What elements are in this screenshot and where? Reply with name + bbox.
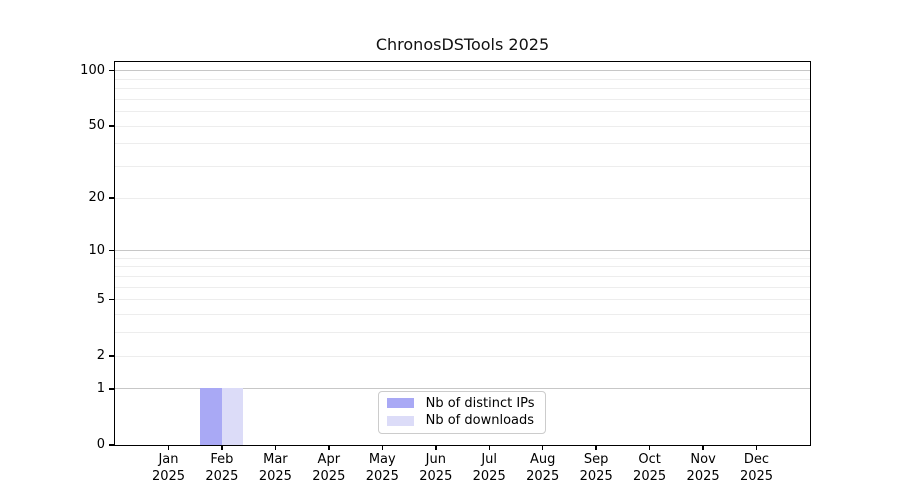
- bar-distinct-ips-feb: [200, 388, 222, 445]
- x-tick-label-dec: Dec 2025: [717, 452, 797, 485]
- x-label-year: 2025: [579, 468, 613, 484]
- gridline-100: [114, 70, 810, 72]
- y-tick-label-2: 2: [96, 347, 105, 363]
- x-tick-label-jan: Jan 2025: [129, 452, 209, 485]
- x-label-month: Aug: [529, 452, 556, 467]
- x-tick-label-jun: Jun 2025: [396, 452, 476, 485]
- x-label-year: 2025: [472, 468, 506, 484]
- gridline-4: [114, 314, 810, 315]
- y-tick-0: [109, 444, 114, 446]
- x-label-year: 2025: [419, 468, 453, 484]
- x-label-year: 2025: [526, 468, 560, 484]
- x-label-month: Dec: [743, 452, 770, 467]
- legend-label-distinct-ips: Nb of distinct IPs: [425, 395, 535, 411]
- y-tick-label-1: 1: [96, 380, 105, 396]
- x-tick-mar: [274, 445, 277, 450]
- x-label-year: 2025: [151, 468, 186, 484]
- y-tick-label-20: 20: [88, 190, 105, 205]
- y-tick-10: [109, 249, 114, 252]
- x-label-month: Sep: [583, 452, 609, 467]
- x-tick-label-may: May 2025: [342, 452, 422, 485]
- gridline-80: [114, 88, 810, 90]
- gridline-9: [114, 257, 810, 259]
- legend-swatch-downloads: [386, 415, 414, 426]
- x-label-month: Feb: [210, 452, 234, 467]
- gridline-50: [114, 125, 810, 127]
- y-tick-20: [109, 197, 114, 199]
- y-tick-5: [109, 298, 114, 301]
- x-label-month: Apr: [317, 452, 341, 467]
- x-tick-label-sep: Sep 2025: [556, 452, 636, 485]
- x-tick-apr: [328, 445, 330, 450]
- y-tick-label-0: 0: [96, 437, 105, 452]
- x-label-month: May: [368, 452, 396, 467]
- x-tick-nov: [702, 445, 704, 450]
- x-tick-aug: [541, 445, 544, 450]
- legend-item-distinct-ips: Nb of distinct IPs: [386, 395, 537, 411]
- x-tick-oct: [648, 445, 651, 450]
- legend-swatch-distinct-ips: [386, 398, 414, 409]
- x-label-month: Jun: [425, 452, 446, 467]
- x-tick-jan: [167, 445, 170, 450]
- y-tick-label-5: 5: [96, 291, 105, 307]
- x-label-year: 2025: [633, 468, 667, 484]
- legend: Nb of distinct IPs Nb of downloads: [377, 390, 546, 434]
- y-tick-label-100: 100: [80, 62, 105, 78]
- x-tick-label-apr: Apr 2025: [289, 452, 369, 485]
- x-label-year: 2025: [312, 468, 346, 484]
- x-label-year: 2025: [686, 468, 720, 484]
- x-label-year: 2025: [258, 468, 292, 484]
- y-tick-2: [109, 355, 114, 357]
- y-tick-50: [109, 125, 114, 127]
- y-tick-label-50: 50: [88, 118, 105, 133]
- x-tick-may: [381, 445, 384, 450]
- x-tick-feb: [221, 445, 223, 450]
- x-tick-label-aug: Aug 2025: [503, 452, 583, 485]
- gridline-40: [114, 143, 810, 145]
- x-label-year: 2025: [739, 468, 774, 484]
- y-tick-label-10: 10: [88, 242, 105, 258]
- gridline-10: [114, 250, 810, 252]
- x-label-year: 2025: [365, 468, 399, 484]
- gridline-8: [114, 266, 810, 268]
- x-tick-jul: [488, 445, 490, 450]
- x-tick-label-feb: Feb 2025: [182, 452, 262, 485]
- gridline-5: [114, 299, 810, 301]
- gridline-6: [114, 286, 810, 288]
- x-tick-dec: [755, 445, 758, 450]
- gridline-7: [114, 275, 810, 277]
- x-tick-sep: [595, 445, 597, 450]
- x-label-month: Oct: [638, 452, 661, 467]
- x-label-month: Jul: [481, 452, 498, 467]
- plot-area: Nb of distinct IPs Nb of downloads: [113, 60, 811, 446]
- gridline-60: [114, 111, 810, 113]
- x-label-month: Nov: [690, 452, 716, 467]
- x-tick-label-nov: Nov 2025: [663, 452, 743, 485]
- x-label-month: Jan: [158, 452, 179, 467]
- gridline-30: [114, 166, 810, 167]
- gridline-70: [114, 98, 810, 100]
- x-label-month: Mar: [263, 452, 288, 467]
- gridline-2: [114, 355, 810, 357]
- chart-title: ChronosDSTools 2025: [375, 35, 550, 54]
- y-tick-1: [109, 388, 114, 390]
- y-tick-100: [109, 69, 114, 72]
- gridline-20: [114, 197, 810, 199]
- bar-downloads-feb: [221, 388, 243, 445]
- x-tick-label-mar: Mar 2025: [235, 452, 315, 485]
- x-label-year: 2025: [205, 468, 239, 484]
- gridline-1: [114, 388, 810, 390]
- legend-item-downloads: Nb of downloads: [386, 413, 537, 429]
- gridline-90: [114, 78, 810, 80]
- legend-label-downloads: Nb of downloads: [425, 413, 535, 429]
- x-tick-jun: [435, 445, 437, 450]
- x-tick-label-oct: Oct 2025: [610, 452, 690, 485]
- gridline-3: [114, 332, 810, 334]
- x-tick-label-jul: Jul 2025: [449, 452, 529, 485]
